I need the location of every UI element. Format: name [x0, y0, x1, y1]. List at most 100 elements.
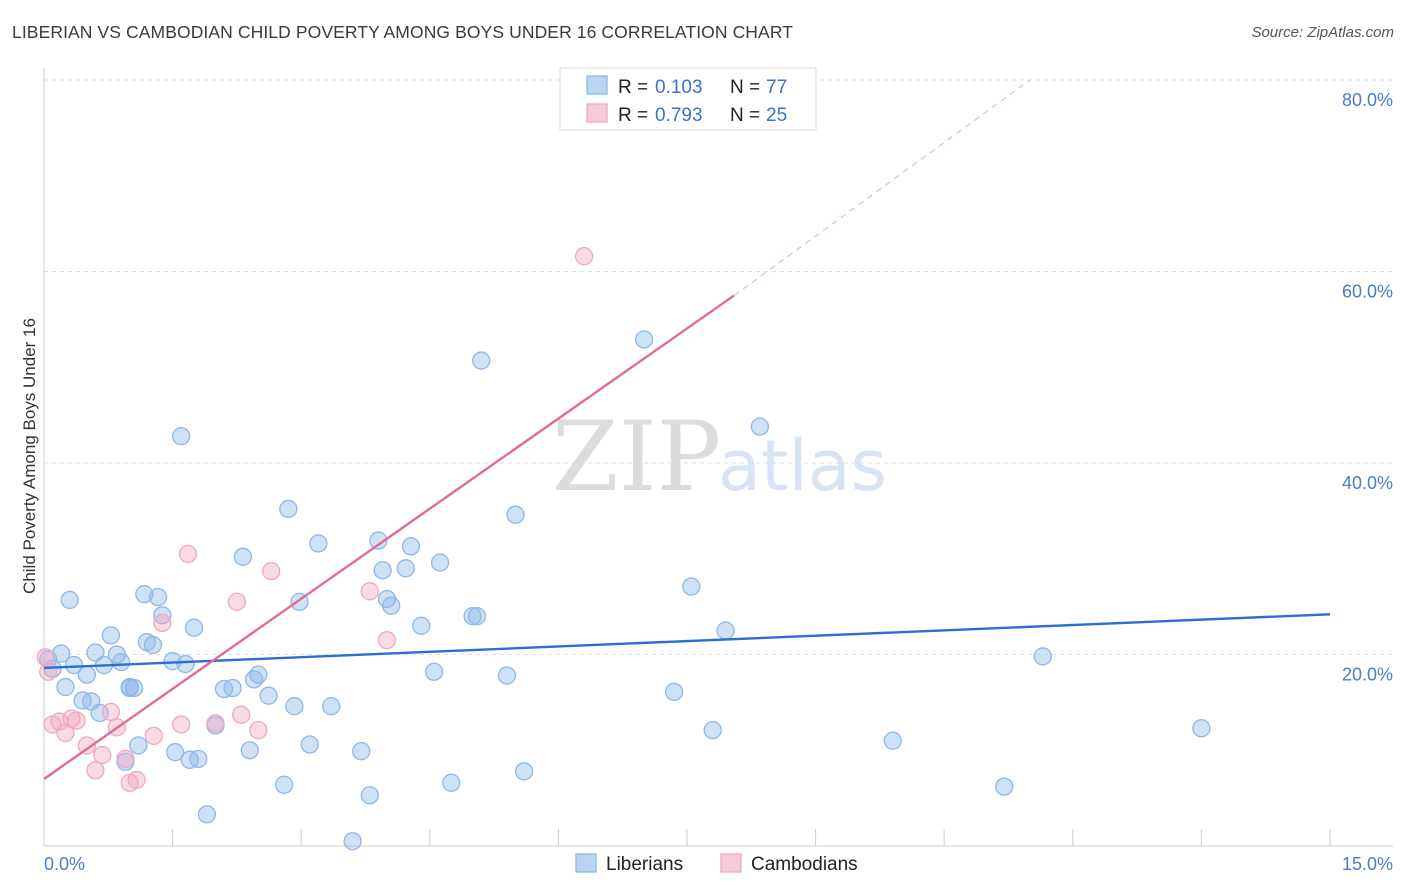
point-liberians-7	[77, 665, 97, 684]
point-liberians-72	[883, 731, 902, 750]
axes	[43, 68, 1393, 847]
point-liberians-76	[120, 678, 139, 698]
point-cambodians-12	[116, 749, 135, 769]
point-cambodians-9	[93, 745, 112, 765]
y-tick-label-1: 40.0%	[1342, 473, 1393, 493]
point-liberians-47	[352, 742, 371, 761]
trend-line-cambodians	[43, 294, 735, 780]
y-tick-label-2: 60.0%	[1342, 282, 1393, 302]
point-liberians-64	[514, 762, 534, 781]
point-liberians-17	[124, 678, 144, 698]
watermark-atlas: atlas	[718, 425, 887, 507]
point-liberians-40	[274, 775, 294, 794]
point-liberians-54	[401, 537, 421, 556]
trend-line-liberians	[43, 613, 1331, 670]
point-liberians-27	[176, 654, 195, 674]
point-liberians-21	[143, 635, 163, 655]
x-tick-max: 15.0%	[1342, 854, 1393, 874]
point-cambodians-26	[574, 247, 594, 266]
point-liberians-57	[430, 553, 450, 572]
y-axis-label: Child Poverty Among Boys Under 16	[20, 318, 39, 594]
point-liberians-41	[279, 499, 298, 519]
point-liberians-14	[112, 653, 131, 672]
point-liberians-55	[412, 616, 431, 635]
point-liberians-67	[664, 682, 684, 701]
point-liberians-19	[135, 585, 154, 604]
point-liberians-63	[506, 505, 525, 524]
point-liberians-75	[1192, 719, 1211, 738]
point-liberians-48	[360, 786, 379, 805]
x-tick-min: 0.0%	[44, 854, 85, 874]
point-liberians-49	[369, 531, 388, 550]
legend-swatch-liberians	[586, 75, 608, 95]
point-liberians-9	[86, 643, 105, 662]
legend-swatch-cambodians	[586, 103, 608, 123]
point-cambodians-21	[232, 705, 251, 724]
bottom-legend-liberians: Liberians	[606, 854, 683, 875]
point-liberians-71	[750, 417, 770, 436]
point-liberians-5	[64, 655, 84, 675]
bottom-legend-swatch-liberians	[575, 853, 597, 873]
legend-r-value-liberians: 0.103	[655, 77, 703, 98]
point-liberians-65	[343, 832, 362, 851]
point-liberians-46	[322, 697, 341, 716]
point-liberians-73	[995, 777, 1014, 796]
point-cambodians-24	[360, 582, 379, 601]
point-liberians-3	[56, 677, 75, 697]
point-liberians-26	[172, 427, 191, 446]
point-liberians-44	[300, 735, 319, 754]
point-liberians-74	[1033, 647, 1052, 666]
point-liberians-12	[101, 626, 121, 645]
point-cambodians-15	[144, 726, 163, 746]
point-liberians-53	[396, 559, 415, 578]
point-liberians-59	[463, 607, 482, 626]
legend: R = 0.103 N = 77 R = 0.793 N = 25	[559, 67, 817, 131]
point-liberians-68	[682, 577, 701, 596]
point-cambodians-22	[249, 720, 268, 740]
point-liberians-30	[189, 749, 208, 769]
point-cambodians-20	[227, 592, 247, 611]
y-tick-labels: 20.0% 40.0% 60.0% 80.0%	[1342, 90, 1393, 685]
data-points	[36, 247, 1211, 851]
bottom-legend: Liberians Cambodians	[575, 853, 858, 875]
bottom-legend-cambodians: Cambodians	[751, 854, 858, 875]
point-liberians-58	[442, 773, 461, 792]
trend-lines	[43, 79, 1331, 780]
point-liberians-42	[285, 697, 304, 716]
point-liberians-36	[240, 741, 259, 760]
watermark-zip: ZIP	[552, 401, 721, 513]
legend-r-value-cambodians: 0.793	[655, 105, 703, 126]
bottom-legend-swatch-cambodians	[720, 853, 742, 873]
point-liberians-52	[382, 596, 401, 615]
gridlines	[44, 79, 1393, 655]
point-cambodians-1	[39, 662, 58, 681]
legend-n-label-liberians: N =	[730, 77, 760, 98]
point-cambodians-8	[86, 761, 105, 780]
point-cambodians-23	[262, 562, 281, 581]
point-liberians-39	[259, 686, 278, 705]
point-liberians-56	[424, 662, 444, 681]
point-liberians-50	[373, 561, 392, 580]
point-cambodians-16	[153, 613, 172, 633]
point-liberians-35	[233, 547, 253, 566]
point-liberians-4	[60, 590, 79, 610]
point-cambodians-10	[101, 702, 121, 722]
point-cambodians-19	[206, 714, 225, 733]
legend-r-label-liberians: R =	[618, 77, 648, 98]
point-cambodians-7	[77, 736, 97, 755]
point-liberians-23	[153, 606, 172, 625]
point-liberians-66	[634, 330, 654, 349]
point-liberians-31	[197, 805, 217, 824]
trend-extension-cambodians	[733, 79, 1031, 296]
point-liberians-22	[148, 587, 168, 607]
point-liberians-62	[497, 666, 517, 685]
y-tick-label-0: 20.0%	[1342, 665, 1393, 685]
point-liberians-69	[703, 720, 722, 740]
point-cambodians-14	[127, 770, 146, 790]
chart-title: LIBERIAN VS CAMBODIAN CHILD POVERTY AMON…	[12, 22, 794, 42]
point-liberians-70	[716, 621, 735, 640]
point-liberians-25	[166, 743, 185, 762]
chart-source: Source: ZipAtlas.com	[1251, 24, 1394, 41]
point-cambodians-18	[172, 715, 191, 734]
